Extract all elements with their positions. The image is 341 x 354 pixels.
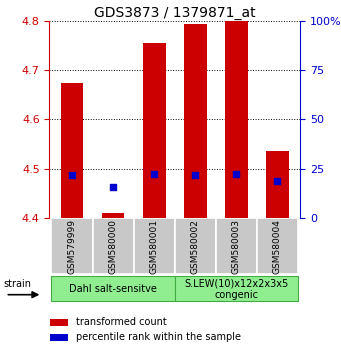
Point — [275, 178, 280, 184]
Bar — [184, 24, 207, 218]
Text: percentile rank within the sample: percentile rank within the sample — [76, 332, 241, 342]
Point — [69, 172, 75, 178]
Point — [110, 184, 116, 190]
Bar — [266, 152, 289, 218]
Text: GSM579999: GSM579999 — [68, 219, 76, 274]
Bar — [93, 218, 134, 274]
Text: GSM580001: GSM580001 — [150, 219, 159, 274]
Text: S.LEW(10)x12x2x3x5
congenic: S.LEW(10)x12x2x3x5 congenic — [184, 278, 288, 300]
Bar — [175, 218, 216, 274]
Point — [193, 172, 198, 178]
Text: GSM580003: GSM580003 — [232, 219, 241, 274]
Bar — [175, 276, 298, 301]
Bar — [134, 218, 175, 274]
Bar — [51, 218, 93, 274]
Bar — [257, 218, 298, 274]
Bar — [216, 218, 257, 274]
Bar — [102, 213, 124, 218]
Text: GSM580002: GSM580002 — [191, 219, 200, 274]
Point — [151, 171, 157, 176]
Text: GSM580000: GSM580000 — [109, 219, 118, 274]
Bar — [51, 276, 175, 301]
Bar — [50, 319, 68, 326]
Bar — [61, 82, 83, 218]
Text: GSM580004: GSM580004 — [273, 219, 282, 274]
Point — [234, 172, 239, 177]
Bar — [143, 43, 165, 218]
Text: strain: strain — [3, 279, 31, 289]
Title: GDS3873 / 1379871_at: GDS3873 / 1379871_at — [94, 6, 255, 20]
Text: Dahl salt-sensitve: Dahl salt-sensitve — [69, 284, 157, 294]
Bar — [225, 21, 248, 218]
Text: transformed count: transformed count — [76, 318, 167, 327]
Bar — [50, 334, 68, 341]
